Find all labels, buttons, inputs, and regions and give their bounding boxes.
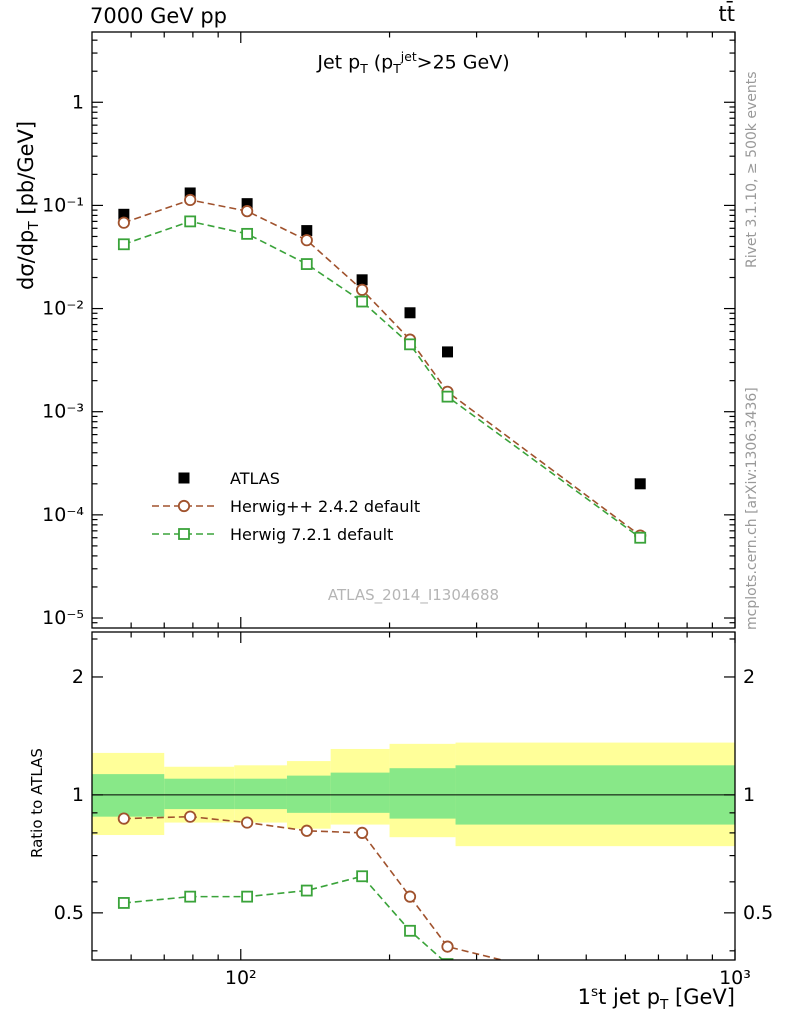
legend: ATLAS Herwig++ 2.4.2 default Herwig 7.2.1 … bbox=[148, 464, 420, 548]
main-markers-atlas bbox=[118, 187, 646, 490]
svg-text:10⁻⁴: 10⁻⁴ bbox=[42, 504, 84, 526]
y-axis-label-ratio: Ratio to ATLAS bbox=[28, 748, 46, 858]
svg-text:0.5: 0.5 bbox=[54, 902, 84, 924]
main-line-herwig-7-2-1-default bbox=[123, 220, 641, 539]
analysis-id-watermark: ATLAS_2014_I1304688 bbox=[327, 586, 500, 604]
ratio-line-herwig-2-4-2-default bbox=[123, 815, 506, 960]
svg-text:10⁻³: 10⁻³ bbox=[42, 401, 84, 423]
main-panel-frame bbox=[91, 31, 736, 629]
svg-text:10⁻⁵: 10⁻⁵ bbox=[42, 607, 84, 629]
legend-item-herwig-7-2-1-default: Herwig 7.2.1 default bbox=[148, 520, 420, 548]
svg-text:0.5: 0.5 bbox=[743, 902, 773, 924]
legend-item-atlas: ATLAS bbox=[148, 464, 420, 492]
plot-title: Jet pT (pTjet>25 GeV) bbox=[317, 50, 510, 77]
rivet-version-note: Rivet 3.1.10, ≥ 500k events bbox=[744, 71, 760, 268]
axis-tick-labels: 1 10⁻¹ 10⁻² 10⁻³ 10⁻⁴ 10⁻⁵ 0.5 0.5 1 1 2 2 10² 10³ bbox=[42, 91, 773, 989]
green-band-segment bbox=[389, 768, 456, 819]
svg-text:1: 1 bbox=[743, 784, 755, 806]
mcplots-reference-note: mcplots.cern.ch [arXiv:1306.3436] bbox=[744, 387, 760, 630]
axis-ticks bbox=[92, 32, 736, 960]
ratio-markers-herwig-2-4-2-default bbox=[117, 810, 454, 953]
svg-text:2: 2 bbox=[743, 666, 755, 688]
open-square-legend-marker bbox=[152, 528, 216, 540]
svg-text:10³: 10³ bbox=[719, 967, 751, 989]
green-band-segment bbox=[164, 778, 235, 810]
legend-label: Herwig++ 2.4.2 default bbox=[230, 496, 421, 516]
open-circle-legend-marker bbox=[152, 499, 216, 513]
ratio-panel-frame bbox=[91, 631, 736, 961]
legend-item-herwig-2-4-2-default: Herwig++ 2.4.2 default bbox=[148, 492, 420, 520]
beam-energy-label: 7000 GeV pp bbox=[90, 4, 228, 28]
svg-text:1: 1 bbox=[72, 91, 84, 113]
x-axis-label: 1st jet pT [GeV] bbox=[577, 984, 735, 1014]
y-axis-label-main: dσ/dpT [pb/GeV] bbox=[14, 120, 43, 290]
main-line-herwig-2-4-2-default bbox=[123, 199, 641, 537]
legend-label: Herwig 7.2.1 default bbox=[230, 524, 394, 544]
ratio-uncertainty-bands bbox=[92, 742, 735, 847]
svg-text:10⁻¹: 10⁻¹ bbox=[42, 194, 84, 216]
green-band-segment bbox=[286, 775, 331, 813]
ratio-markers-herwig-7-2-1-default bbox=[117, 870, 454, 960]
svg-text:10²: 10² bbox=[225, 967, 257, 989]
filled-square-legend-marker bbox=[178, 472, 190, 484]
svg-text:2: 2 bbox=[72, 666, 84, 688]
legend-label: ATLAS bbox=[230, 468, 280, 488]
svg-text:10⁻²: 10⁻² bbox=[42, 298, 84, 320]
ratio-line-herwig-7-2-1-default bbox=[123, 875, 445, 960]
process-label: tt̄ bbox=[718, 2, 735, 26]
main-markers-herwig-7-2-1-default bbox=[117, 215, 647, 544]
green-band-segment bbox=[330, 772, 390, 813]
green-band-segment bbox=[234, 778, 287, 810]
svg-text:1: 1 bbox=[72, 784, 84, 806]
